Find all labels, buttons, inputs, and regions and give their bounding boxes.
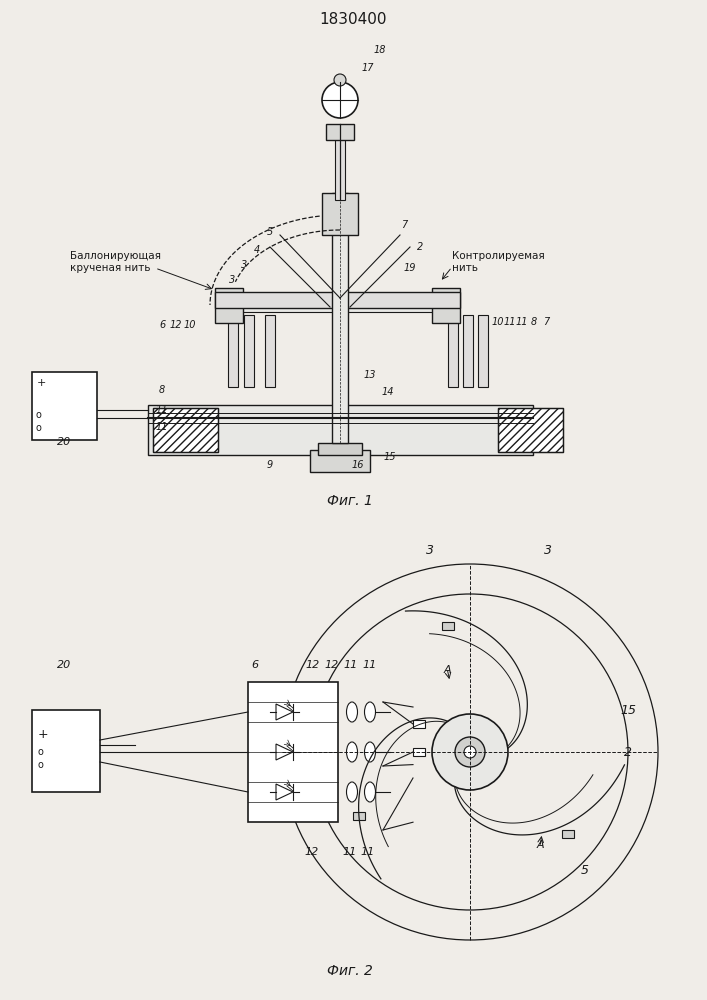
Bar [413,748,425,756]
Bar [463,315,473,387]
Text: 16: 16 [352,460,364,470]
Bar [562,830,574,838]
Bar [318,443,362,455]
Text: 1830400: 1830400 [320,12,387,27]
Text: 11: 11 [361,847,375,857]
Bar [432,288,460,323]
Bar [354,812,365,820]
Bar [498,408,563,452]
Text: 5: 5 [581,863,589,876]
Bar [215,292,460,308]
Bar [326,124,354,140]
Bar [335,135,345,200]
Ellipse shape [346,742,358,762]
Text: +: + [38,728,49,742]
Bar [413,720,425,728]
Text: 5: 5 [267,227,273,237]
Text: 11: 11 [515,317,528,327]
Text: Баллонирующая
крученая нить: Баллонирующая крученая нить [70,251,161,273]
Text: Фиг. 1: Фиг. 1 [327,494,373,508]
Bar [228,315,238,387]
Text: 20: 20 [57,660,71,670]
Text: 12: 12 [170,320,182,330]
Bar [248,682,338,822]
Text: 15: 15 [620,704,636,716]
Text: 12: 12 [305,847,319,857]
Circle shape [455,737,485,767]
Text: 11: 11 [344,660,358,670]
Text: 10: 10 [184,320,197,330]
Bar [322,193,358,235]
Text: 18: 18 [374,45,386,55]
Text: 12: 12 [325,660,339,670]
Ellipse shape [365,782,375,802]
Text: Фиг. 2: Фиг. 2 [327,964,373,978]
Bar [448,315,458,387]
Text: 2: 2 [417,242,423,252]
Text: A: A [443,665,451,675]
Bar [265,315,275,387]
Bar [332,193,348,443]
Text: 4: 4 [254,245,260,255]
Circle shape [334,74,346,86]
Bar [153,408,218,452]
Text: 20: 20 [57,437,71,447]
Text: 11: 11 [156,405,168,415]
Bar [498,408,563,452]
Text: 13: 13 [363,370,376,380]
Text: 11: 11 [363,660,377,670]
Circle shape [464,746,476,758]
Text: 3: 3 [241,260,247,270]
Text: 7: 7 [543,317,549,327]
Bar [340,298,455,312]
Ellipse shape [346,782,358,802]
Bar [442,622,454,630]
Text: o: o [35,410,41,420]
Text: 11: 11 [504,317,516,327]
Text: 14: 14 [382,387,395,397]
Circle shape [322,82,358,118]
Bar [153,408,218,452]
Text: 8: 8 [159,385,165,395]
Text: 19: 19 [404,263,416,273]
Text: o: o [37,760,43,770]
Text: 12: 12 [306,660,320,670]
Bar [148,405,533,455]
Text: 7: 7 [401,220,407,230]
Bar [244,315,254,387]
Circle shape [432,714,508,790]
Text: 8: 8 [531,317,537,327]
Text: 3: 3 [544,544,552,556]
Text: o: o [35,423,41,433]
Bar [215,288,243,323]
Ellipse shape [365,702,375,722]
Text: 3: 3 [426,544,434,556]
Bar [32,710,100,792]
Text: Контролируемая
нить: Контролируемая нить [452,251,545,273]
Text: 15: 15 [384,452,396,462]
Text: 10: 10 [492,317,504,327]
Text: 3: 3 [229,275,235,285]
Ellipse shape [365,742,375,762]
Text: 9: 9 [267,460,273,470]
Ellipse shape [346,702,358,722]
Text: 6: 6 [160,320,166,330]
Bar [478,315,488,387]
Bar [220,298,335,312]
Text: 2: 2 [624,746,632,758]
Text: +: + [37,378,47,388]
Text: o: o [37,747,43,757]
Text: 11: 11 [343,847,357,857]
Bar [32,372,97,440]
Text: 6: 6 [252,660,259,670]
Bar [310,450,370,472]
Text: A: A [536,840,544,850]
Text: 17: 17 [362,63,374,73]
Text: 11: 11 [156,422,168,432]
